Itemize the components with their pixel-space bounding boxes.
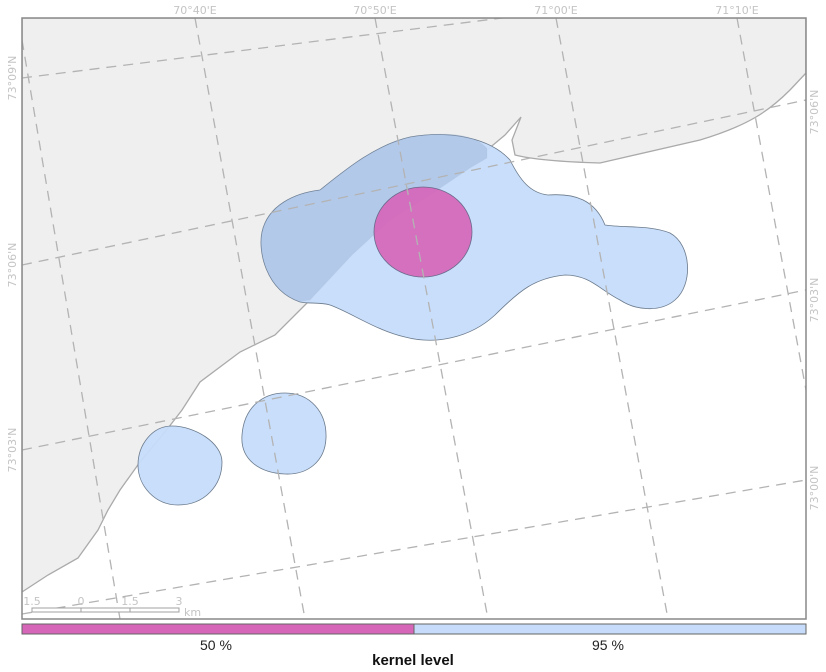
scale-bar-label: 0 [78, 595, 85, 608]
lon-tick-label: 70°50'E [353, 4, 397, 17]
kernel-95-mid [241, 392, 327, 475]
legend-title: kernel level [372, 652, 454, 669]
lat-tick-label-right: 73°06'N [808, 90, 821, 135]
lon-tick-label: 71°00'E [534, 4, 578, 17]
lat-tick-label-right: 73°03'N [808, 278, 821, 323]
scale-bar-segment [129, 607, 180, 613]
scale-bar: 1.5 0 1.5 3 km [23, 595, 201, 619]
legend-color-bar [21, 623, 807, 635]
scale-bar-label: 3 [176, 595, 183, 608]
scale-bar-segment [80, 607, 131, 613]
lat-tick-label-right: 73°00'N [808, 466, 821, 511]
legend-label-95: 95 % [592, 637, 624, 653]
lat-tick-label-left: 73°09'N [6, 56, 19, 101]
scale-bar-segment [31, 607, 82, 613]
legend-swatch-95 [413, 623, 807, 635]
kernel-50-contour [373, 186, 473, 278]
lat-tick-label-left: 73°06'N [6, 243, 19, 288]
kernel-95-main [260, 134, 688, 341]
kernel-95-contours [137, 134, 688, 506]
scale-bar-label: 1.5 [23, 595, 41, 608]
legend-swatch-50 [21, 623, 415, 635]
kernel-95-west [137, 425, 223, 506]
land-area [22, 18, 806, 593]
lon-tick-label: 71°10'E [715, 4, 759, 17]
graticule [22, 18, 806, 619]
lat-tick-label-left: 73°03'N [6, 428, 19, 473]
legend-label-50: 50 % [200, 637, 232, 653]
scale-bar-unit: km [184, 606, 201, 619]
scale-bar-label: 1.5 [121, 595, 139, 608]
lon-tick-label: 70°40'E [173, 4, 217, 17]
kernel-95-land-overlap [260, 133, 487, 302]
map-frame [21, 17, 807, 620]
